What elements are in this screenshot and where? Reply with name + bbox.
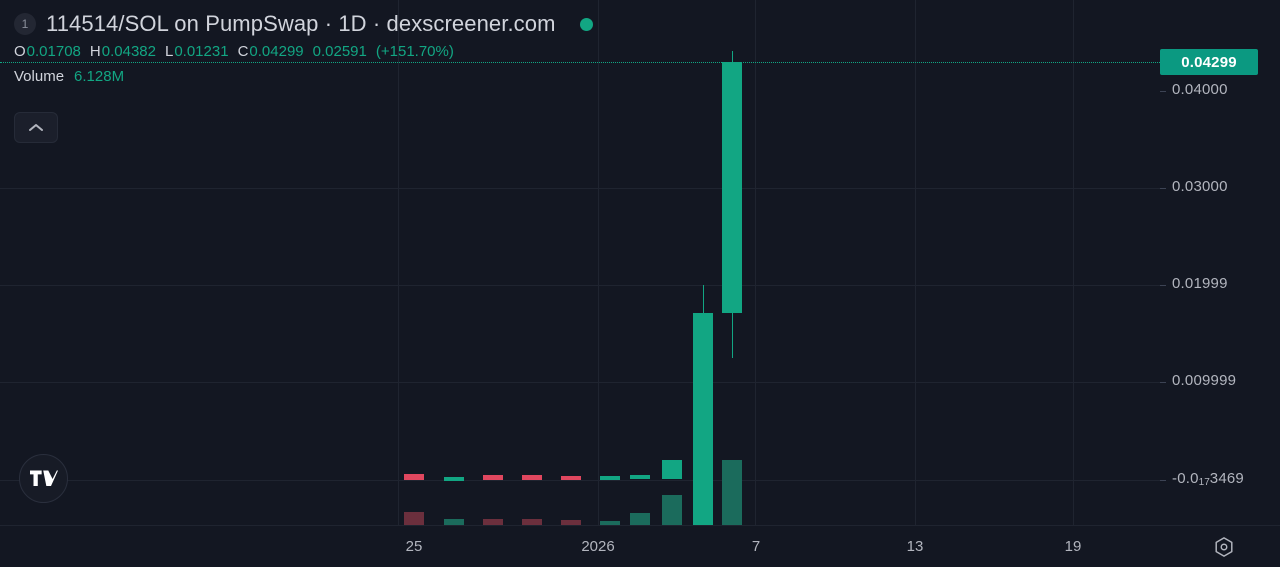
chart-legend: 1 114514/SOL on PumpSwap · 1D · dexscree… [14, 8, 593, 85]
symbol-title[interactable]: 114514/SOL on PumpSwap · 1D · dexscreene… [46, 11, 556, 36]
price-tick-mark [1160, 285, 1166, 286]
tradingview-logo[interactable] [19, 454, 68, 503]
candle-body [483, 475, 503, 480]
candle-body [722, 62, 742, 313]
ohlc-high-label: H [89, 43, 101, 60]
candle-body [404, 474, 424, 480]
ohlc-high-value: 0.04382 [101, 43, 156, 60]
price-tick-mark [1160, 188, 1166, 189]
last-price-line [0, 62, 1160, 63]
price-tick-label: -0.0173469 [1172, 470, 1244, 488]
time-tick-label: 13 [906, 538, 924, 555]
price-tick-subscript: 17 [1198, 477, 1210, 488]
volume-bar [722, 460, 742, 525]
ohlc-open-value: 0.01708 [26, 43, 81, 60]
candle-body [444, 477, 464, 481]
volume-bar [600, 521, 620, 525]
price-change-percent: (+151.70%) [375, 43, 454, 60]
time-tick-label: 19 [1064, 538, 1082, 555]
gridline-vertical [755, 0, 756, 525]
price-change-absolute: 0.02591 [312, 43, 367, 60]
candle-body [522, 475, 542, 480]
gridline-vertical [1073, 0, 1074, 525]
chevron-up-icon [29, 124, 43, 131]
gridline-horizontal [0, 188, 1160, 189]
volume-value: 6.128M [74, 68, 125, 85]
source-count-badge[interactable]: 1 [14, 13, 36, 35]
candle-body [693, 313, 713, 525]
price-tick-label: 0.03000 [1172, 178, 1228, 195]
volume-label: Volume [14, 68, 65, 85]
gridline-vertical [598, 0, 599, 525]
ohlc-values-row: O 0.01708 H 0.04382 L 0.01231 C 0.04299 0.02… [14, 43, 593, 60]
time-scale[interactable]: 25 2026 7 13 19 [0, 525, 1280, 567]
ohlc-low-label: L [164, 43, 174, 60]
live-status-dot [579, 17, 593, 31]
volume-legend-row: Volume 6.128M [14, 68, 593, 85]
gridline-vertical [398, 0, 399, 525]
price-tick-label: 0.01999 [1172, 275, 1228, 292]
price-scale[interactable]: 0.04299 0.04000 0.03000 0.01999 0.009999 -0.… [1160, 0, 1280, 525]
volume-bar [404, 512, 424, 525]
chart-settings-button[interactable] [1210, 533, 1238, 561]
candle-body [561, 476, 581, 480]
ohlc-close-label: C [237, 43, 249, 60]
collapse-legend-button[interactable] [14, 112, 58, 143]
price-tick-mark [1160, 91, 1166, 92]
volume-bar [444, 519, 464, 525]
gridline-horizontal [0, 480, 1160, 481]
legend-title-row: 1 114514/SOL on PumpSwap · 1D · dexscree… [14, 8, 593, 40]
chart-series-layer [404, 51, 742, 525]
volume-bar [630, 513, 650, 525]
last-price-badge: 0.04299 [1160, 49, 1258, 75]
volume-bar [522, 519, 542, 525]
ohlc-close-value: 0.04299 [249, 43, 304, 60]
volume-bar [561, 520, 581, 525]
ohlc-low-value: 0.01231 [174, 43, 229, 60]
price-tick-label: 0.04000 [1172, 81, 1228, 98]
chart-settings-icon [1215, 537, 1233, 557]
tradingview-logo-icon [29, 469, 58, 486]
gridline-horizontal [0, 285, 1160, 286]
gridline-vertical [915, 0, 916, 525]
gridline-horizontal [0, 382, 1160, 383]
time-tick-label: 2026 [581, 538, 615, 555]
time-tick-label: 7 [751, 538, 761, 555]
volume-bar [483, 519, 503, 525]
ohlc-open-label: O [14, 43, 26, 60]
price-tick-mark [1160, 480, 1166, 481]
candle-body [662, 460, 682, 479]
volume-bar [662, 495, 682, 525]
price-tick-label: 0.009999 [1172, 372, 1237, 389]
price-tick-mark [1160, 382, 1166, 383]
candle-body [600, 476, 620, 480]
candle-body [630, 475, 650, 479]
time-tick-label: 25 [405, 538, 423, 555]
